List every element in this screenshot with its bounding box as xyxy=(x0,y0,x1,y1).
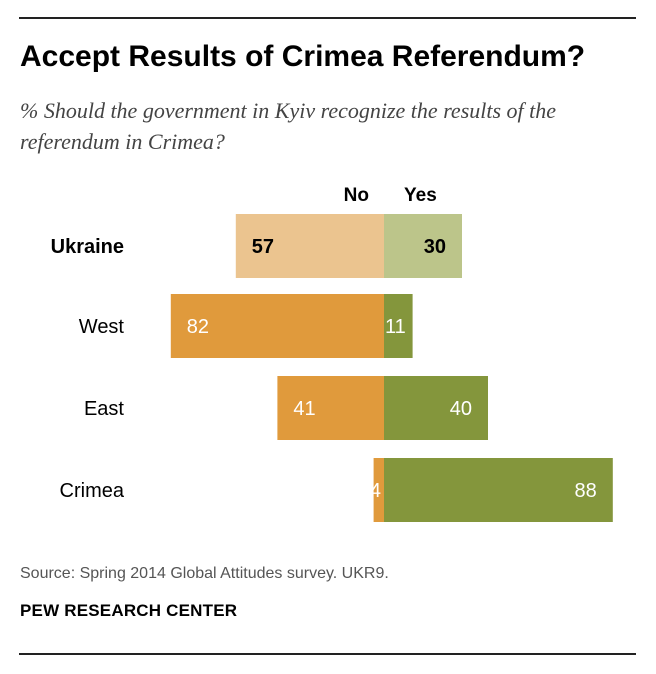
bar-yes xyxy=(384,294,413,358)
top-rule xyxy=(19,17,636,19)
bar-yes xyxy=(384,376,488,440)
data-label-yes: 88 xyxy=(575,480,597,502)
bar-no xyxy=(170,294,384,358)
category-label: Ukraine xyxy=(51,236,124,258)
category-label: Crimea xyxy=(60,480,125,502)
category-label: East xyxy=(84,398,124,420)
data-label-no: 41 xyxy=(293,398,315,420)
bar-no xyxy=(373,458,384,522)
data-label-yes: 40 xyxy=(450,398,472,420)
data-label-no: 82 xyxy=(187,316,209,338)
chart-title: Accept Results of Crimea Referendum? xyxy=(20,40,586,73)
bar-yes xyxy=(384,214,462,278)
data-label-yes: 30 xyxy=(424,236,446,258)
bottom-rule xyxy=(19,653,636,655)
chart-subtitle: % Should the government in Kyiv recogniz… xyxy=(20,98,557,154)
data-label-no: 57 xyxy=(252,236,274,258)
category-label: West xyxy=(79,316,125,338)
brand-label: PEW RESEARCH CENTER xyxy=(20,601,238,620)
legend-no: No xyxy=(344,185,369,206)
legend-yes: Yes xyxy=(404,185,437,206)
bar-no xyxy=(277,376,384,440)
data-label-no: 4 xyxy=(370,480,381,502)
bar-yes xyxy=(384,458,613,522)
data-label-yes: 11 xyxy=(385,316,406,338)
bar-chart: No Yes Ukraine 57 30 West 82 11 East 41 40 Crimea 4 8… xyxy=(51,185,613,522)
bar-no xyxy=(235,214,384,278)
source-note: Source: Spring 2014 Global Attitudes sur… xyxy=(20,565,389,582)
